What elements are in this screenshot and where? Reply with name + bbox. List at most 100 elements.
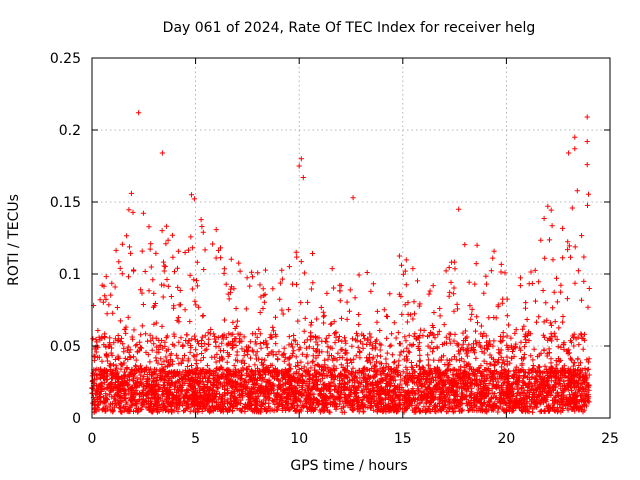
data-point (213, 394, 219, 400)
data-point (392, 396, 398, 402)
data-point (360, 345, 366, 351)
data-point (289, 353, 295, 359)
data-point (285, 356, 291, 362)
data-point (429, 339, 435, 345)
data-point (439, 389, 445, 395)
data-point (177, 287, 183, 294)
data-point (182, 407, 188, 413)
data-point (106, 392, 112, 398)
data-point (551, 289, 557, 295)
data-point (198, 217, 204, 223)
data-point (416, 335, 422, 341)
data-point (110, 362, 117, 368)
data-point (418, 389, 424, 395)
data-point (522, 409, 528, 415)
data-point (269, 362, 275, 368)
data-point (425, 352, 431, 358)
data-point (161, 379, 168, 385)
data-point (175, 284, 181, 290)
data-point (209, 392, 215, 398)
data-point (503, 391, 509, 397)
data-point (567, 355, 574, 361)
data-point (318, 386, 325, 392)
data-point (192, 368, 198, 374)
data-point (479, 406, 485, 412)
data-point (425, 390, 431, 397)
data-point (133, 364, 139, 370)
data-point (258, 345, 264, 351)
data-point (257, 309, 263, 316)
data-point (185, 340, 191, 346)
data-point (448, 388, 454, 394)
data-point (378, 388, 384, 394)
data-point (393, 402, 399, 408)
data-point (306, 344, 312, 350)
data-point (130, 209, 136, 215)
data-point (202, 247, 208, 253)
data-point (141, 373, 147, 379)
data-point (152, 383, 158, 389)
data-point (406, 332, 412, 338)
data-point (428, 380, 434, 386)
data-point (165, 393, 171, 399)
data-point (511, 371, 517, 377)
data-point (164, 276, 170, 283)
data-point (140, 401, 146, 407)
data-point (155, 392, 161, 398)
data-point (481, 377, 487, 383)
data-point (489, 374, 495, 380)
data-point (411, 311, 418, 317)
data-point (474, 396, 480, 402)
data-point (402, 392, 408, 398)
data-point (175, 355, 181, 361)
data-point (256, 393, 262, 399)
data-point (404, 345, 410, 351)
data-point (349, 403, 355, 409)
data-point (415, 343, 421, 350)
data-point (317, 371, 323, 377)
data-point (377, 327, 383, 334)
data-point (517, 283, 523, 289)
data-point (272, 314, 279, 320)
data-point (453, 402, 459, 409)
data-point (437, 406, 444, 413)
data-point (443, 385, 449, 391)
data-point (308, 396, 315, 402)
data-point (424, 379, 430, 385)
data-point (356, 311, 362, 318)
data-point (528, 269, 534, 275)
data-point (344, 299, 350, 305)
data-point (290, 350, 296, 356)
data-point (549, 397, 556, 403)
data-point (273, 341, 279, 347)
data-point (237, 268, 243, 274)
data-point (354, 385, 360, 391)
data-point (137, 339, 143, 345)
data-point (188, 343, 194, 349)
data-point (450, 367, 456, 373)
data-point (369, 381, 375, 387)
data-point (580, 335, 586, 342)
data-point (520, 390, 526, 396)
data-point (153, 403, 159, 409)
data-point (452, 397, 458, 403)
data-point (383, 356, 389, 362)
data-point (263, 397, 269, 403)
data-point (543, 366, 549, 372)
data-point (340, 398, 346, 404)
data-point (165, 237, 171, 243)
data-point (560, 383, 566, 389)
data-point (490, 356, 497, 362)
data-point (497, 390, 503, 396)
data-point (199, 408, 205, 415)
data-point (495, 379, 501, 385)
data-point (558, 289, 564, 295)
data-point (516, 404, 522, 410)
data-point (105, 358, 111, 364)
data-point (124, 401, 130, 407)
data-point (98, 398, 104, 404)
data-point (581, 278, 587, 284)
data-point (139, 248, 145, 254)
data-point (176, 302, 182, 308)
